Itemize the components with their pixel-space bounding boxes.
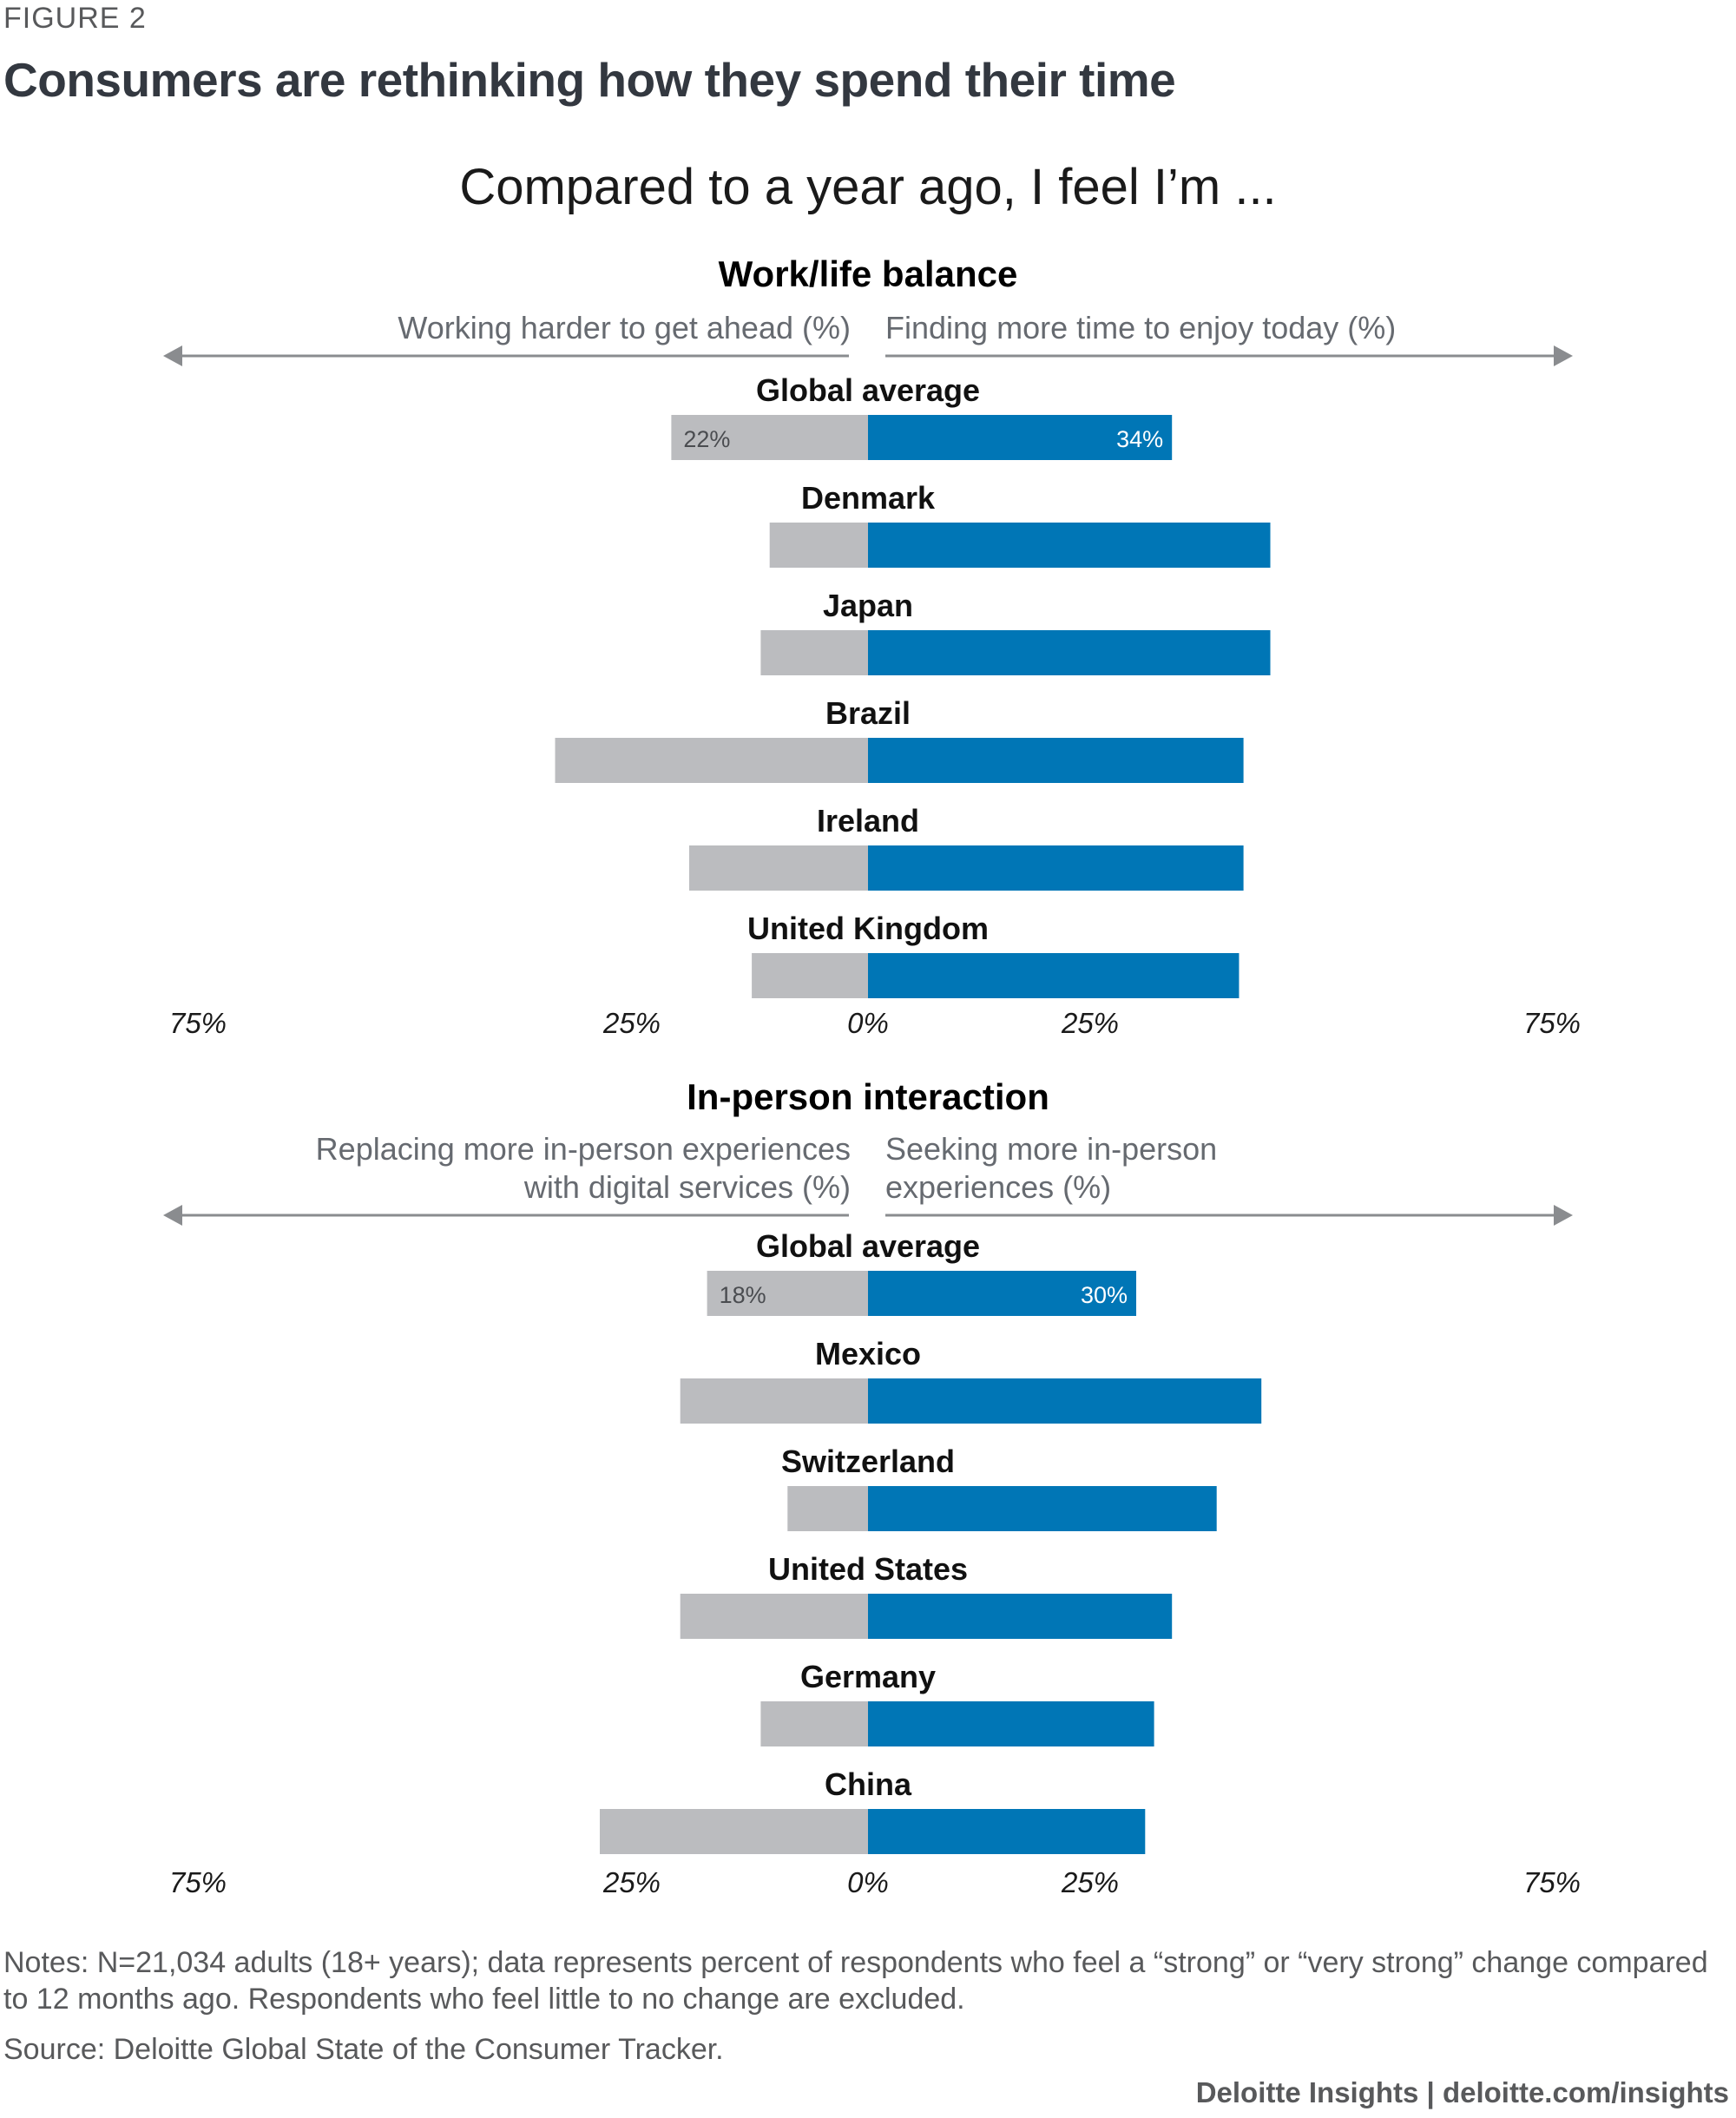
panel2-right-arrowhead — [1554, 1205, 1573, 1226]
figure-label: FIGURE 2 — [3, 2, 147, 35]
panel2-bar-right-china — [868, 1809, 1146, 1854]
panel2-bar-right-global-average — [868, 1271, 1136, 1316]
brand-footer: Deloitte Insights | deloitte.com/insight… — [1195, 2076, 1729, 2108]
panel2-left-arrowhead — [163, 1205, 182, 1226]
panel2-category-label-switzerland: Switzerland — [781, 1444, 955, 1479]
panel2-axis-tick-3: 25% — [1061, 1866, 1119, 1898]
panel1-category-label-ireland: Ireland — [817, 803, 919, 839]
panel2-right-label-line2: experiences (%) — [885, 1169, 1112, 1205]
panel1-category-label-denmark: Denmark — [801, 480, 936, 516]
panel2-category-label-united-states: United States — [768, 1551, 968, 1587]
question-text: Compared to a year ago, I feel I’m ... — [459, 159, 1277, 215]
panel2-left-label: Replacing more in-person experiences wit… — [226, 1130, 851, 1207]
panel1-bar-left-denmark — [769, 523, 868, 568]
panel2-right-label: Seeking more in-person experiences (%) — [885, 1130, 1580, 1207]
panel2-bar-right-united-states — [868, 1594, 1173, 1639]
notes-text: Notes: N=21,034 adults (18+ years); data… — [3, 1946, 1708, 2016]
panel2-bar-left-germany — [760, 1701, 868, 1746]
panel1-bar-right-united-kingdom — [868, 953, 1240, 998]
chart-title: Consumers are rethinking how they spend … — [3, 53, 1176, 107]
panel2-axis-tick-2: 0% — [847, 1866, 889, 1898]
panel1-bar-left-japan — [760, 630, 868, 675]
panel1-axis-tick-2: 0% — [847, 1007, 889, 1039]
panel1-category-label-united-kingdom: United Kingdom — [747, 911, 989, 946]
panel1-bar-left-united-kingdom — [752, 953, 868, 998]
panel2-bar-right-switzerland — [868, 1486, 1217, 1531]
panel1-bar-right-global-average — [868, 415, 1173, 460]
panel1-axis-tick-4: 75% — [1523, 1007, 1581, 1039]
panel2-axis-tick-0: 75% — [169, 1866, 227, 1898]
panel2-axis-tick-1: 25% — [602, 1866, 661, 1898]
panel2-bar-left-global-average — [707, 1271, 868, 1316]
panel2-bar-left-mexico — [680, 1378, 868, 1424]
panel2-left-label-line1: Replacing more in-person experiences — [315, 1131, 851, 1167]
panel1-axis-tick-0: 75% — [169, 1007, 227, 1039]
panel2-bar-right-mexico — [868, 1378, 1262, 1424]
panel1-left-arrowhead — [163, 345, 182, 366]
panel1-left-label: Working harder to get ahead (%) — [398, 310, 851, 345]
panel1-bar-left-global-average — [671, 415, 868, 460]
panel1-bar-left-brazil — [555, 738, 868, 783]
panel2-bar-left-switzerland — [787, 1486, 868, 1531]
panel1-data-label-right: 34% — [1116, 426, 1163, 452]
panel2-category-label-germany: Germany — [800, 1659, 936, 1694]
panel2-bar-left-united-states — [680, 1594, 868, 1639]
panel1-right-arrowhead — [1554, 345, 1573, 366]
panel2-data-label-right: 30% — [1081, 1282, 1128, 1308]
panel1-bar-right-denmark — [868, 523, 1271, 568]
panel2-bar-right-germany — [868, 1701, 1154, 1746]
panel1-data-label-left: 22% — [683, 426, 730, 452]
panel1-bar-right-brazil — [868, 738, 1244, 783]
panel1-bar-left-ireland — [689, 845, 868, 891]
panel2-data-label-left: 18% — [720, 1282, 766, 1308]
panel2-category-label-global-average: Global average — [756, 1228, 980, 1264]
panel1-category-label-brazil: Brazil — [825, 695, 911, 731]
panel1-axis-tick-1: 25% — [602, 1007, 661, 1039]
panel1-right-label: Finding more time to enjoy today (%) — [885, 310, 1397, 345]
panel2-left-label-line2: with digital services (%) — [523, 1169, 851, 1205]
panel2-right-label-line1: Seeking more in-person — [885, 1131, 1218, 1167]
panel1-axis-tick-3: 25% — [1061, 1007, 1119, 1039]
panel2-bar-left-china — [600, 1809, 868, 1854]
panel2-title: In-person interaction — [687, 1076, 1049, 1117]
panel1-category-label-japan: Japan — [823, 588, 913, 623]
panel1-title: Work/life balance — [718, 253, 1018, 294]
panel1-bar-right-japan — [868, 630, 1271, 675]
panel1-bar-right-ireland — [868, 845, 1244, 891]
panel2-category-label-mexico: Mexico — [815, 1336, 921, 1371]
panel2-category-label-china: China — [825, 1766, 912, 1802]
panel1-category-label-global-average: Global average — [756, 372, 980, 408]
source-text: Source: Deloitte Global State of the Con… — [3, 2033, 724, 2066]
panel2-axis-tick-4: 75% — [1523, 1866, 1581, 1898]
